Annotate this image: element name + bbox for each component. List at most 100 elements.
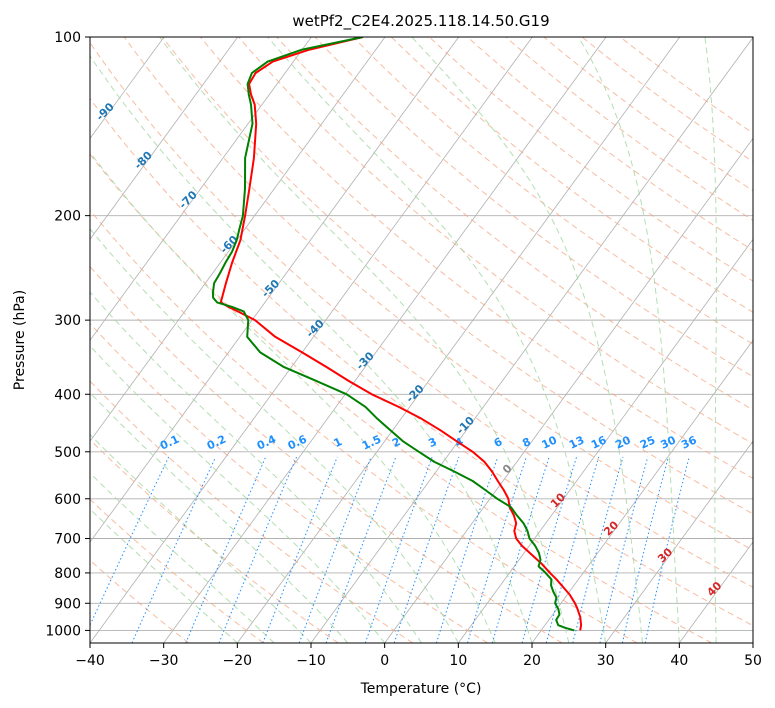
x-tick-label: −10 bbox=[296, 653, 326, 669]
y-tick-label: 800 bbox=[54, 566, 81, 582]
dry-adiabat bbox=[505, 37, 753, 221]
moist-adiabat bbox=[90, 151, 496, 643]
mixing-ratio-line bbox=[185, 456, 267, 643]
y-tick-label: 500 bbox=[54, 445, 81, 461]
mixing-ratio-line bbox=[90, 456, 170, 627]
moist-adiabat bbox=[90, 345, 386, 643]
mixing-ratio-label: 0.2 bbox=[205, 433, 228, 453]
x-tick-label: 0 bbox=[380, 653, 389, 669]
moist-adiabats bbox=[90, 37, 717, 643]
dry-adiabat bbox=[90, 322, 488, 643]
moist-adiabat bbox=[411, 37, 643, 643]
mixing-ratio-label: 0.4 bbox=[255, 432, 278, 452]
mixing-ratio-line bbox=[491, 456, 550, 643]
dry-adiabat bbox=[238, 37, 753, 445]
isotherm-line bbox=[605, 440, 753, 643]
mixing-ratio-label: 16 bbox=[589, 433, 609, 451]
x-tick-label: 40 bbox=[670, 653, 688, 669]
mixing-ratio-line bbox=[218, 456, 298, 643]
temperature-profile bbox=[219, 37, 583, 631]
temperature-label: 20 bbox=[601, 518, 621, 538]
mixing-ratio-line bbox=[572, 456, 624, 643]
mixing-ratio-label: 6 bbox=[492, 435, 505, 450]
temperature-label: -20 bbox=[403, 382, 426, 405]
isotherm-line bbox=[458, 238, 753, 643]
y-tick-label: 100 bbox=[54, 30, 81, 46]
y-tick-label: 900 bbox=[54, 596, 81, 612]
moist-adiabat bbox=[90, 55, 533, 643]
dry-adiabat bbox=[90, 559, 190, 643]
temperature-label: -10 bbox=[454, 414, 477, 437]
x-tick-label: 20 bbox=[523, 653, 541, 669]
moist-adiabat bbox=[90, 228, 459, 643]
y-axis: 100 200 300 400 500 600 700 800 900 1000 bbox=[45, 30, 90, 639]
x-tick-label: −20 bbox=[223, 653, 253, 669]
mixing-ratio-line bbox=[262, 456, 338, 643]
mixing-ratio-line bbox=[393, 456, 460, 643]
mixing-ratio-lines bbox=[90, 456, 690, 643]
x-tick-label: 50 bbox=[744, 653, 762, 669]
dry-adiabat bbox=[90, 498, 264, 643]
isotherm-line bbox=[384, 137, 753, 643]
isotherm-line bbox=[90, 37, 533, 643]
y-tick-label: 200 bbox=[54, 209, 81, 225]
mixing-ratio-label: 10 bbox=[540, 433, 560, 451]
isotherm-line bbox=[679, 541, 753, 643]
x-tick-label: −30 bbox=[149, 653, 179, 669]
mixing-ratio-label: 25 bbox=[638, 434, 657, 452]
x-axis-label: Temperature (°C) bbox=[360, 681, 482, 697]
dry-adiabat bbox=[90, 380, 414, 643]
y-tick-label: 600 bbox=[54, 492, 81, 508]
dry-adiabat bbox=[276, 37, 753, 411]
temperature-label: 10 bbox=[548, 490, 568, 510]
isotherm-line bbox=[237, 37, 681, 643]
mixing-ratio-line bbox=[435, 456, 499, 643]
isotherm-line bbox=[90, 37, 460, 543]
mixing-ratio-label: 1 bbox=[332, 435, 344, 450]
chart-title: wetPf2_C2E4.2025.118.14.50.G19 bbox=[292, 12, 549, 31]
dry-adiabat bbox=[90, 209, 638, 643]
isotherm-line bbox=[163, 37, 607, 643]
y-tick-label: 700 bbox=[54, 532, 81, 548]
mixing-ratio-label: 30 bbox=[659, 433, 679, 451]
isotherm-line bbox=[90, 37, 386, 442]
isotherm-line bbox=[90, 37, 239, 241]
sounding-series bbox=[211, 37, 583, 632]
temperature-label: -90 bbox=[94, 100, 117, 123]
moist-adiabat bbox=[267, 37, 607, 643]
temperature-label: -30 bbox=[354, 349, 377, 372]
moist-adiabat bbox=[90, 291, 422, 643]
moist-adiabat bbox=[90, 391, 349, 643]
temperature-label: -50 bbox=[259, 277, 282, 300]
temperature-label: 40 bbox=[704, 579, 724, 599]
dry-adiabats bbox=[90, 37, 753, 643]
y-tick-label: 400 bbox=[54, 387, 81, 403]
y-tick-label: 1000 bbox=[45, 623, 81, 639]
dry-adiabat bbox=[390, 37, 753, 313]
moist-adiabat bbox=[159, 37, 570, 643]
isotherm-line bbox=[90, 37, 312, 341]
dry-adiabat bbox=[90, 438, 339, 643]
dry-adiabat bbox=[352, 37, 753, 345]
isotherm-line bbox=[752, 642, 753, 643]
dry-adiabat bbox=[161, 37, 753, 515]
dry-adiabat bbox=[314, 37, 753, 378]
moist-adiabat bbox=[577, 37, 680, 643]
temperature-label: -70 bbox=[177, 188, 200, 211]
dry-adiabat bbox=[429, 37, 753, 282]
temperature-label: -80 bbox=[132, 149, 155, 172]
mixing-ratio-line bbox=[131, 456, 217, 643]
mixing-ratio-line bbox=[298, 456, 372, 643]
dry-adiabat bbox=[90, 97, 753, 627]
moist-adiabat bbox=[90, 433, 312, 643]
mixing-ratio-label: 3 bbox=[426, 435, 438, 450]
isotherm-line bbox=[531, 339, 753, 643]
isobar-gridlines bbox=[90, 215, 753, 631]
mixing-ratio-label: 20 bbox=[613, 433, 633, 451]
mixing-ratio-line bbox=[545, 456, 600, 643]
mixing-ratio-label: 0.6 bbox=[286, 432, 309, 452]
dry-adiabat bbox=[90, 41, 753, 588]
mixing-ratio-line bbox=[325, 456, 397, 643]
mixing-ratio-label: 2 bbox=[390, 435, 402, 450]
